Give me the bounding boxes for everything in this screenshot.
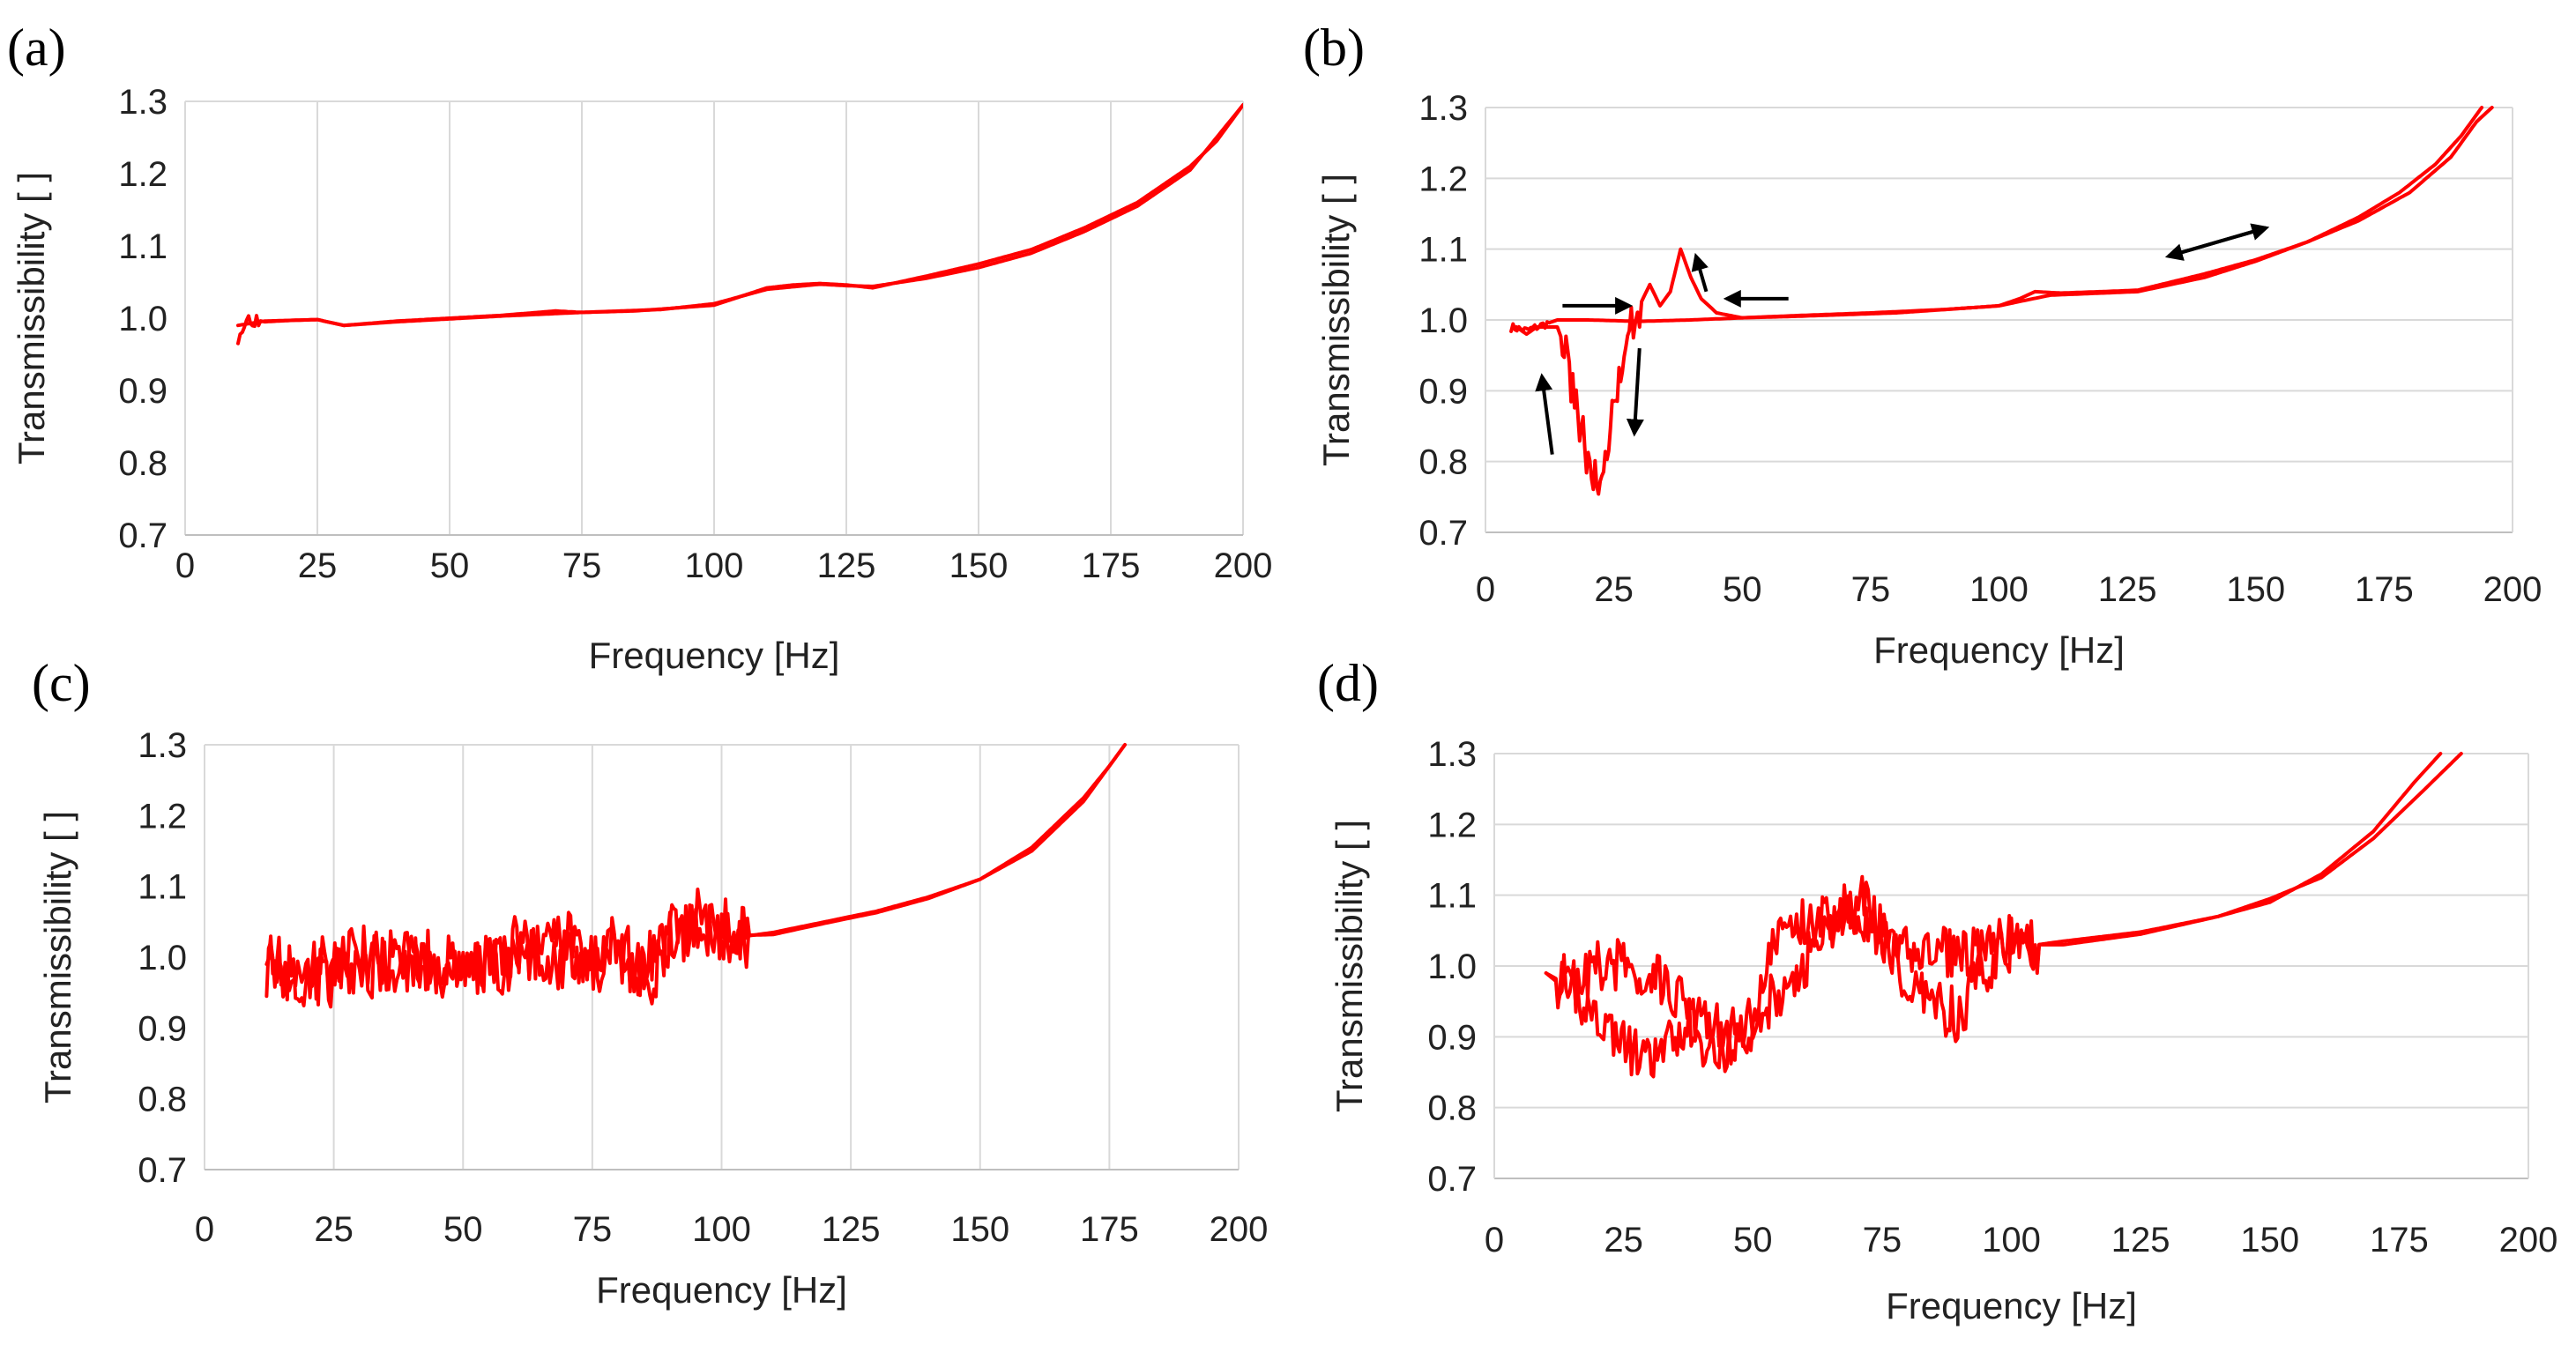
- x-axis-title: Frequency [Hz]: [596, 1269, 847, 1311]
- x-tick-label: 0: [175, 546, 195, 585]
- panel-a: (a) Frequency [Hz] Transmissibility [ ] …: [7, 19, 1272, 676]
- direction-arrow: [1535, 373, 1554, 455]
- x-tick-label: 50: [443, 1210, 483, 1249]
- y-tick-label: 0.9: [1427, 1018, 1477, 1057]
- x-tick-label: 50: [1723, 570, 1762, 609]
- series-line-up-sweep: [264, 743, 1127, 1009]
- y-tick-label: 1.1: [138, 868, 187, 907]
- x-tick-label: 100: [692, 1210, 751, 1249]
- panel-label: (a): [7, 19, 66, 77]
- y-tick-label: 1.0: [118, 300, 168, 338]
- y-tick-label: 0.8: [138, 1081, 187, 1119]
- x-tick-label: 25: [1594, 570, 1634, 609]
- x-tick-label: 150: [2226, 570, 2285, 609]
- x-tick-label: 200: [2499, 1221, 2558, 1260]
- x-tick-label: 175: [1080, 1210, 1139, 1249]
- x-tick-label: 150: [2240, 1221, 2299, 1260]
- y-axis-title: Transmissibility [ ]: [37, 811, 78, 1103]
- y-tick-label: 0.9: [118, 372, 168, 411]
- x-tick-label: 100: [1982, 1221, 2041, 1260]
- y-tick-label: 0.7: [1418, 514, 1468, 553]
- direction-arrow: [2164, 226, 2267, 261]
- x-tick-label: 0: [1485, 1221, 1504, 1260]
- x-tick-label: 175: [2355, 570, 2414, 609]
- panel-c: (c) Frequency [Hz] Transmissibility [ ] …: [32, 654, 1268, 1311]
- series-line-up-sweep: [1544, 752, 2443, 1079]
- x-tick-label: 0: [195, 1210, 214, 1249]
- y-tick-label: 1.3: [1418, 89, 1468, 128]
- y-tick-label: 1.0: [138, 939, 187, 977]
- direction-arrow: [1691, 252, 1709, 293]
- x-tick-label: 175: [1082, 546, 1141, 585]
- panel-d: (d) Frequency [Hz] Transmissibility [ ] …: [1317, 654, 2557, 1326]
- x-tick-label: 125: [817, 546, 876, 585]
- x-tick-label: 100: [685, 546, 744, 585]
- x-tick-label: 25: [298, 546, 338, 585]
- y-tick-label: 0.8: [118, 444, 168, 483]
- series-line-down-sweep: [264, 743, 1127, 1001]
- x-tick-label: 150: [949, 546, 1009, 585]
- x-tick-label: 75: [573, 1210, 613, 1249]
- y-tick-label: 1.3: [1427, 735, 1477, 774]
- y-tick-label: 0.9: [138, 1009, 187, 1048]
- panel-label: (c): [32, 654, 91, 712]
- x-tick-label: 200: [1210, 1210, 1269, 1249]
- x-tick-label: 25: [314, 1210, 354, 1249]
- panel-label: (d): [1317, 654, 1379, 712]
- x-tick-label: 100: [1969, 570, 2029, 609]
- y-tick-label: 1.0: [1427, 947, 1477, 986]
- y-tick-label: 1.1: [1427, 877, 1477, 916]
- y-tick-label: 1.1: [118, 227, 168, 266]
- x-tick-label: 125: [2098, 570, 2157, 609]
- y-tick-label: 0.8: [1418, 443, 1468, 482]
- y-axis-title: Transmissibility [ ]: [1315, 174, 1357, 466]
- y-tick-label: 0.8: [1427, 1089, 1477, 1128]
- y-tick-label: 1.0: [1418, 301, 1468, 340]
- x-tick-label: 200: [2483, 570, 2542, 609]
- x-tick-label: 0: [1476, 570, 1495, 609]
- x-tick-label: 75: [1851, 570, 1891, 609]
- series-line-up-sweep: [1509, 106, 2494, 333]
- y-tick-label: 1.2: [118, 155, 168, 194]
- x-axis-title: Frequency [Hz]: [589, 635, 840, 676]
- y-tick-label: 0.9: [1418, 372, 1468, 411]
- x-tick-label: 125: [2111, 1221, 2170, 1260]
- panel-b: (b) Frequency [Hz] Transmissibility [ ] …: [1303, 19, 2542, 671]
- y-tick-label: 1.2: [1427, 806, 1477, 844]
- x-axis-title: Frequency [Hz]: [1886, 1285, 2137, 1326]
- y-tick-label: 0.7: [1427, 1160, 1477, 1199]
- y-tick-label: 1.2: [1418, 160, 1468, 198]
- y-tick-label: 0.7: [118, 516, 168, 555]
- x-tick-label: 150: [950, 1210, 1009, 1249]
- x-tick-label: 50: [430, 546, 470, 585]
- y-tick-label: 1.2: [138, 797, 187, 836]
- x-axis-title: Frequency [Hz]: [1873, 629, 2125, 671]
- y-tick-label: 0.7: [138, 1151, 187, 1190]
- x-tick-label: 75: [562, 546, 602, 585]
- direction-arrow: [1626, 348, 1644, 437]
- y-tick-label: 1.1: [1418, 231, 1468, 270]
- series-line-return: [236, 103, 1243, 328]
- x-tick-label: 25: [1604, 1221, 1643, 1260]
- x-tick-label: 125: [822, 1210, 881, 1249]
- series-line-down-sweep: [1515, 106, 2484, 496]
- y-tick-label: 1.3: [138, 726, 187, 765]
- series-line-down-sweep: [1544, 752, 2463, 1074]
- x-tick-label: 175: [2370, 1221, 2429, 1260]
- y-tick-label: 1.3: [118, 83, 168, 122]
- y-axis-title: Transmissibility [ ]: [1329, 820, 1370, 1112]
- x-tick-label: 75: [1863, 1221, 1902, 1260]
- series-line-sweep: [236, 103, 1243, 346]
- x-tick-label: 50: [1733, 1221, 1773, 1260]
- panel-label: (b): [1303, 19, 1365, 77]
- x-tick-label: 200: [1214, 546, 1273, 585]
- y-axis-title: Transmissibility [ ]: [11, 172, 52, 464]
